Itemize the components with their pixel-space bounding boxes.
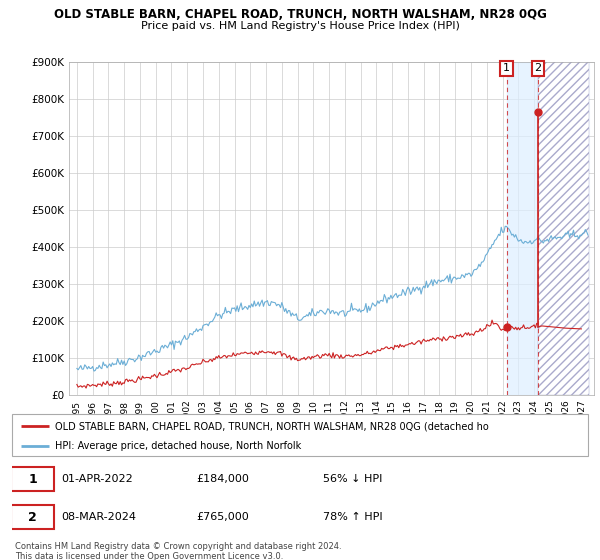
Text: 08-MAR-2024: 08-MAR-2024 [61, 512, 136, 522]
Text: 01-APR-2022: 01-APR-2022 [61, 474, 133, 484]
Text: 78% ↑ HPI: 78% ↑ HPI [323, 512, 383, 522]
Text: 56% ↓ HPI: 56% ↓ HPI [323, 474, 382, 484]
Text: 2: 2 [28, 511, 37, 524]
Bar [506, 62, 538, 395]
Text: OLD STABLE BARN, CHAPEL ROAD, TRUNCH, NORTH WALSHAM, NR28 0QG (detached ho: OLD STABLE BARN, CHAPEL ROAD, TRUNCH, NO… [55, 421, 489, 431]
Text: 1: 1 [28, 473, 37, 486]
FancyBboxPatch shape [12, 414, 588, 456]
Bar [538, 62, 589, 395]
Text: Price paid vs. HM Land Registry's House Price Index (HPI): Price paid vs. HM Land Registry's House … [140, 21, 460, 31]
Text: 2: 2 [535, 63, 542, 73]
Text: OLD STABLE BARN, CHAPEL ROAD, TRUNCH, NORTH WALSHAM, NR28 0QG: OLD STABLE BARN, CHAPEL ROAD, TRUNCH, NO… [53, 8, 547, 21]
Text: £765,000: £765,000 [196, 512, 249, 522]
Text: £184,000: £184,000 [196, 474, 249, 484]
FancyBboxPatch shape [11, 505, 54, 529]
FancyBboxPatch shape [11, 467, 54, 492]
Bar [538, 62, 589, 395]
Text: 1: 1 [503, 63, 510, 73]
Text: Contains HM Land Registry data © Crown copyright and database right 2024.
This d: Contains HM Land Registry data © Crown c… [15, 542, 341, 560]
Text: HPI: Average price, detached house, North Norfolk: HPI: Average price, detached house, Nort… [55, 441, 301, 451]
